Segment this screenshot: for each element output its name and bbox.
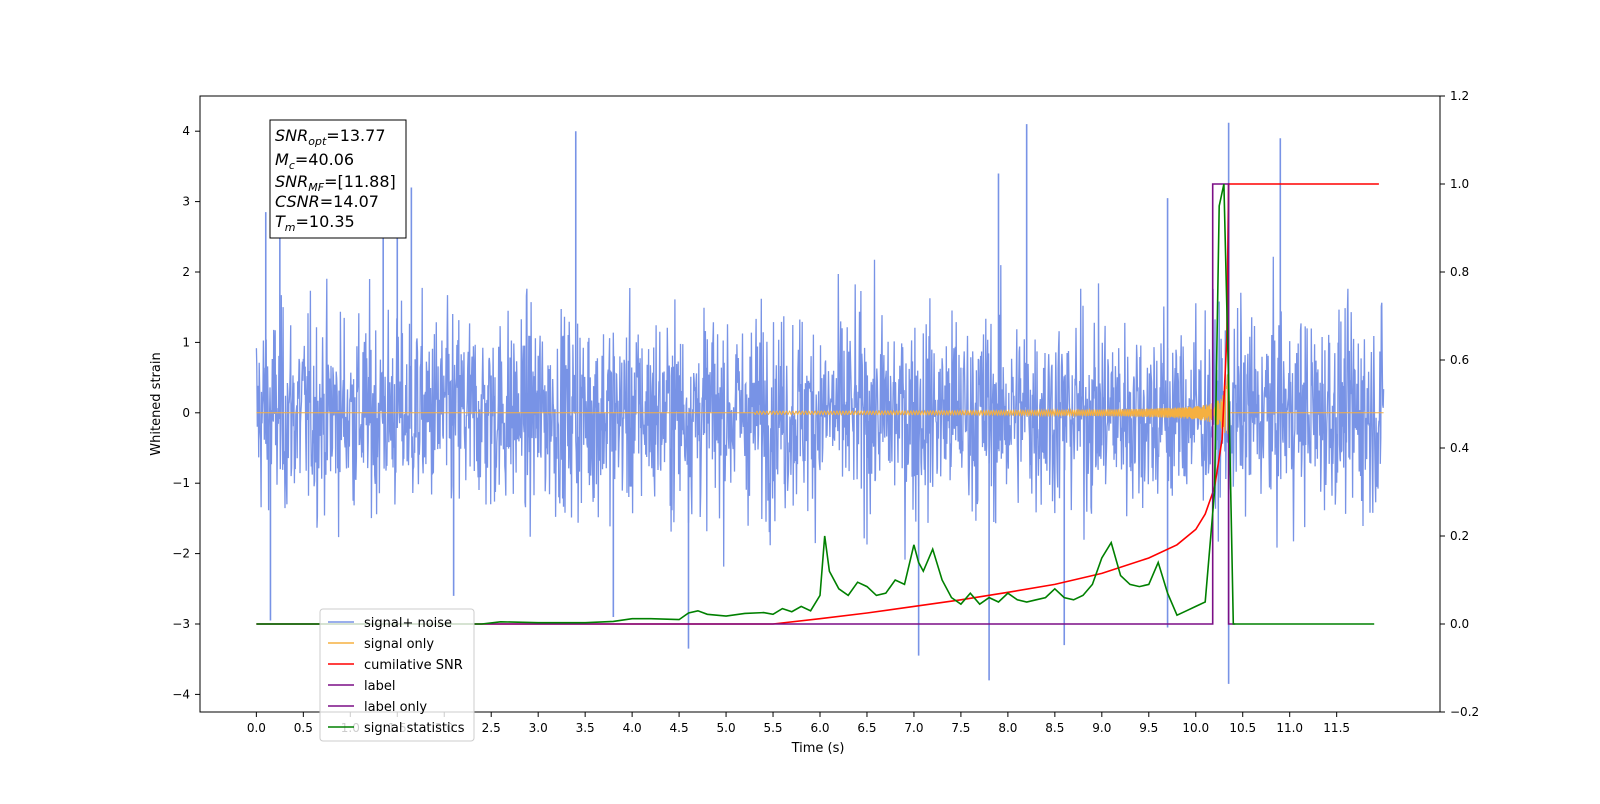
annotation-box: SNRopt=13.77 Mc=40.06 SNRMF=[11.88] CSNR…: [269, 119, 407, 239]
x-tick-label: 8.0: [998, 721, 1017, 735]
x-tick-label: 4.5: [670, 721, 689, 735]
x-tick-label: 11.0: [1276, 721, 1303, 735]
y-left-tick-label: 3: [182, 195, 190, 209]
legend-label: signal+ noise: [364, 616, 452, 631]
series-cumulative-snr: [256, 183, 1379, 625]
x-tick-label: 2.5: [482, 721, 501, 735]
y-right-tick-label: 1.2: [1450, 89, 1469, 103]
y-left-tick-label: −2: [172, 547, 190, 561]
y-axis-label: Whitened strain: [149, 352, 164, 455]
x-tick-label: 0.5: [294, 721, 313, 735]
x-tick-label: 5.5: [763, 721, 782, 735]
y-left-tick-label: 0: [182, 406, 190, 420]
x-tick-label: 5.0: [717, 721, 736, 735]
y-right-tick-label: 0.8: [1450, 265, 1469, 279]
series-signal-statistics: [256, 183, 1375, 625]
annotation-mc: Mc=40.06: [275, 150, 354, 172]
series-layer: [255, 122, 1385, 684]
y-right-tick-label: 0.4: [1450, 441, 1469, 455]
series-signal-only: [256, 372, 1384, 434]
legend: signal+ noise signal only cumilative SNR la…: [319, 608, 475, 742]
y-right-tick-label: 0.6: [1450, 353, 1469, 367]
series-signal-noise: [255, 256, 1385, 567]
y-axis-left: 4 3 2 1 0 −1 −2 −3 −4: [172, 124, 200, 701]
series-label: [256, 183, 1236, 625]
x-tick-label: 10.5: [1229, 721, 1256, 735]
x-tick-label: 3.0: [529, 721, 548, 735]
legend-frame: [319, 608, 475, 742]
x-tick-label: 9.5: [1139, 721, 1158, 735]
legend-label: label only: [364, 700, 427, 715]
annotation-tm: Tm=10.35: [275, 212, 355, 234]
y-axis-right: 1.2 1.0 0.8 0.6 0.4 0.2 0.0 −0.2: [1440, 89, 1479, 719]
legend-label: cumilative SNR: [364, 658, 463, 673]
x-tick-label: 3.5: [576, 721, 595, 735]
legend-label: signal statistics: [364, 721, 465, 736]
x-tick-label: 6.5: [857, 721, 876, 735]
x-tick-label: 8.5: [1045, 721, 1064, 735]
y-left-tick-label: 4: [182, 124, 190, 138]
legend-label: label: [364, 679, 395, 694]
x-tick-label: 4.0: [623, 721, 642, 735]
y-right-tick-label: 1.0: [1450, 177, 1469, 191]
annotation-csnr: CSNR=14.07: [275, 192, 379, 211]
annotation-snr-opt: SNRopt=13.77: [275, 126, 386, 148]
y-left-tick-label: 2: [182, 265, 190, 279]
x-axis-label: Time (s): [791, 741, 845, 756]
x-tick-label: 0.0: [247, 721, 266, 735]
x-tick-label: 11.5: [1323, 721, 1350, 735]
y-left-tick-label: −1: [172, 476, 190, 490]
legend-label: signal only: [364, 637, 434, 652]
y-left-tick-label: 1: [182, 335, 190, 349]
y-left-tick-label: −3: [172, 617, 190, 631]
x-tick-label: 7.5: [951, 721, 970, 735]
x-tick-label: 10.0: [1182, 721, 1209, 735]
x-tick-label: 7.0: [904, 721, 923, 735]
x-tick-label: 6.0: [810, 721, 829, 735]
annotation-snr-mf: SNRMF=[11.88]: [275, 172, 396, 194]
y-right-tick-label: 0.2: [1450, 529, 1469, 543]
y-right-tick-label: −0.2: [1450, 705, 1479, 719]
x-tick-label: 9.0: [1092, 721, 1111, 735]
y-left-tick-label: −4: [172, 687, 190, 701]
y-right-tick-label: 0.0: [1450, 617, 1469, 631]
